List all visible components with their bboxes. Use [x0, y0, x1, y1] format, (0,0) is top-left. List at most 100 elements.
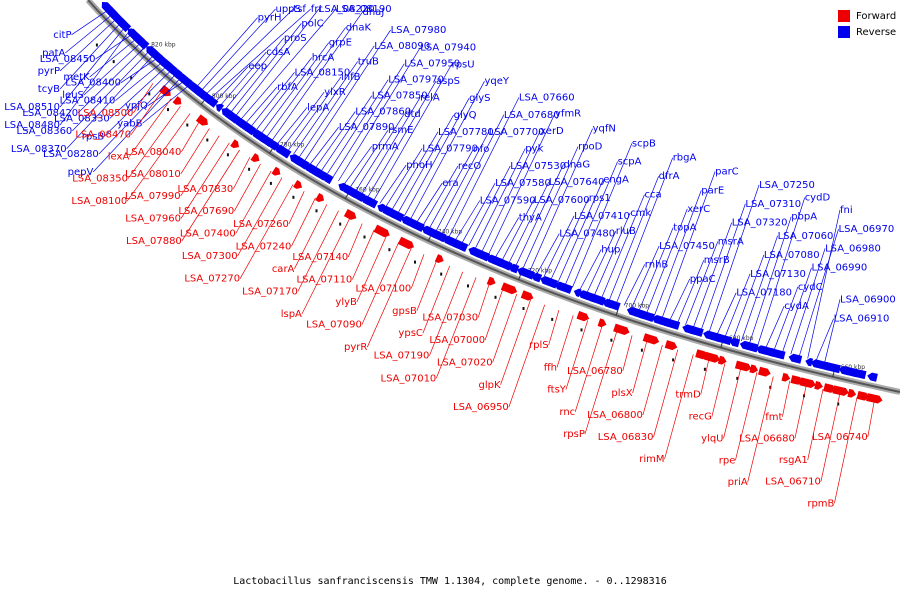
reverse-gene-label-leader: [391, 131, 439, 210]
feature-tick: [248, 167, 251, 171]
reverse-gene-label: LSA_07680: [504, 110, 560, 121]
feature-tick: [703, 367, 706, 371]
ruler-label: 720 kbp: [528, 267, 553, 274]
reverse-gene-label-leader: [83, 39, 145, 96]
reverse-gene-label: dtd: [404, 109, 421, 120]
reverse-gene-label-leader: [594, 212, 631, 296]
forward-gene-arrow: [315, 193, 325, 202]
reverse-gene-label: fni: [840, 205, 853, 216]
feature-tick: [494, 295, 497, 299]
reverse-gene-label-leader: [349, 130, 389, 188]
feature-tick: [339, 222, 342, 226]
forward-gene-label-leader: [664, 354, 694, 460]
forward-gene-label-leader: [181, 120, 200, 153]
reverse-gene-label-leader: [435, 131, 490, 232]
feature-tick: [315, 209, 318, 213]
reverse-gene-label: thyA: [519, 212, 542, 223]
reverse-gene-label-leader: [824, 299, 841, 363]
forward-gene-arrow: [172, 96, 182, 105]
ruler-label: 700 kbp: [625, 303, 650, 310]
feature-tick: [292, 195, 295, 199]
forward-gene-label-leader: [632, 340, 648, 394]
forward-gene-label: priA: [728, 477, 748, 488]
reverse-gene-label-leader: [481, 130, 541, 252]
reverse-gene-label-leader: [225, 37, 285, 109]
forward-gene-label-leader: [294, 204, 328, 269]
forward-gene-label-leader: [366, 248, 412, 348]
reverse-gene-label-leader: [266, 27, 346, 138]
forward-gene-label: LSA_07830: [178, 184, 234, 195]
forward-gene-label-leader: [642, 344, 663, 416]
reverse-gene-label-leader: [586, 231, 617, 293]
reverse-gene-label-leader: [77, 43, 149, 114]
reverse-gene-label-leader: [550, 197, 590, 280]
ruler-tick: [200, 100, 205, 105]
reverse-gene-label: leuS: [62, 90, 84, 101]
reverse-gene-arrow: [729, 338, 741, 348]
forward-gene-label-leader: [239, 184, 294, 279]
forward-gene-label-leader: [492, 293, 518, 363]
reverse-gene-label: LSA_07890: [339, 122, 395, 133]
forward-gene-label-leader: [500, 299, 532, 385]
reverse-gene-arrow: [216, 103, 224, 112]
reverse-gene-label: cca: [645, 190, 662, 201]
reverse-gene-arrow: [438, 233, 447, 243]
forward-gene-arrow: [397, 236, 414, 250]
reverse-gene-label: eep: [248, 61, 267, 72]
forward-gene-label: LSA_06830: [598, 432, 654, 443]
reverse-gene-label: LSA_07450: [659, 241, 715, 252]
forward-gene-label-leader: [584, 330, 618, 435]
forward-gene-arrow: [597, 318, 607, 328]
reverse-gene-label-leader: [815, 318, 834, 361]
reverse-gene-label: tcyB: [38, 84, 60, 95]
reverse-gene-label-leader: [320, 95, 373, 172]
map-caption: Lactobacillus sanfranciscensis TMW 1.130…: [233, 576, 667, 587]
reverse-gene-label-leader: [338, 47, 421, 182]
forward-gene-arrow: [799, 377, 816, 388]
forward-gene-label-leader: [867, 400, 875, 438]
forward-gene-label-leader: [356, 235, 387, 303]
feature-tick: [186, 123, 189, 127]
reverse-gene-label-leader: [557, 179, 604, 283]
reverse-gene-label-leader: [661, 171, 716, 318]
reverse-gene-label-leader: [59, 19, 124, 90]
reverse-gene-label: cmk: [630, 208, 651, 219]
forward-gene-label-leader: [622, 335, 633, 371]
forward-gene-label-leader: [782, 380, 791, 417]
reverse-gene-label: rsmE: [388, 125, 413, 136]
forward-gene-label-leader: [565, 320, 589, 390]
forward-gene-arrow: [703, 351, 721, 363]
reverse-gene-arrow: [739, 340, 757, 352]
reverse-gene-label: LSA_08450: [40, 54, 96, 65]
reverse-gene-label-leader: [361, 97, 421, 195]
forward-gene-label-leader: [127, 105, 181, 179]
reverse-gene-label-leader: [65, 11, 116, 54]
reverse-gene-label-leader: [608, 176, 659, 301]
forward-gene-arrow: [343, 209, 357, 220]
reverse-gene-label: LSA_07640: [549, 177, 605, 188]
forward-gene-label: rplS: [529, 340, 549, 351]
reverse-gene-label: LSA_08280: [43, 149, 99, 160]
reverse-gene-label: citP: [53, 30, 71, 41]
reverse-gene-label-leader: [230, 23, 302, 113]
reverse-gene-label-leader: [287, 76, 342, 152]
feature-tick: [363, 235, 366, 239]
reverse-gene-label-leader: [616, 157, 674, 303]
forward-gene-label-leader: [235, 170, 272, 234]
forward-gene-label: LSA_07270: [184, 274, 240, 285]
reverse-gene-arrow: [750, 343, 759, 353]
reverse-gene-arrow: [504, 262, 513, 271]
reverse-gene-label-leader: [654, 190, 702, 316]
legend-swatch-reverse: [838, 26, 850, 38]
reverse-gene-label: LSA_08370: [11, 144, 67, 155]
reverse-gene-label: rbfA: [277, 82, 298, 93]
forward-gene-label: LSA_06680: [739, 433, 795, 444]
reverse-gene-label: uppS: [276, 4, 301, 15]
reverse-gene-label-leader: [298, 45, 375, 158]
legend-forward: Forward: [838, 8, 896, 24]
feature-tick: [736, 376, 739, 380]
reverse-gene-label-leader: [59, 15, 120, 72]
forward-gene-label-leader: [508, 304, 546, 408]
reverse-gene-label-leader: [196, 17, 258, 87]
forward-gene-arrow: [717, 355, 727, 365]
